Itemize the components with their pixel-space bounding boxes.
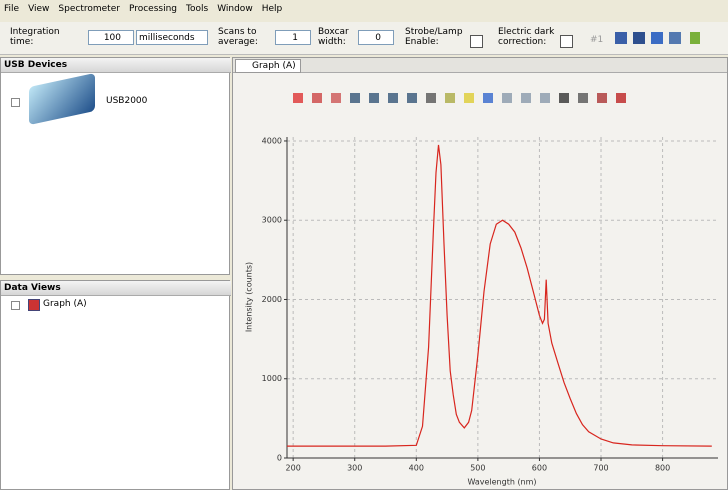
x-tick-label: 800 [655, 464, 670, 473]
usb-panel: USB Devices USB2000 [0, 57, 231, 275]
device-name[interactable]: USB2000 [106, 96, 148, 106]
graph-icon [28, 299, 40, 311]
label: Integration time: [10, 27, 60, 47]
x-tick-label: 600 [532, 464, 547, 473]
menu-item[interactable]: Help [261, 4, 283, 14]
tool-icon[interactable] [312, 93, 322, 103]
menu-item[interactable]: View [28, 4, 50, 14]
menu-item[interactable]: Tools [186, 4, 209, 14]
toolbar: Integration time: 100 milliseconds Scans… [0, 22, 728, 55]
menu-item[interactable]: File [4, 4, 20, 14]
view-item[interactable]: Graph (A) [43, 299, 87, 309]
tool-icon[interactable] [502, 93, 512, 103]
expander[interactable] [11, 98, 20, 107]
tool-icon[interactable] [388, 93, 398, 103]
tool-icon[interactable] [293, 93, 303, 103]
y-axis-title: Intensity (counts) [245, 262, 254, 332]
label: Boxcar width: [318, 27, 349, 47]
views-panel: Data Views Graph (A) [0, 280, 231, 490]
label: Scans to average: [218, 27, 258, 47]
y-tick-label: 2000 [262, 295, 282, 304]
label: Strobe/Lamp Enable: [405, 27, 463, 47]
panel-title: Data Views [1, 281, 231, 296]
x-tick-label: 500 [470, 464, 485, 473]
tab-strip [233, 58, 727, 73]
integration-input[interactable]: 100 [88, 30, 134, 45]
unit-dropdown[interactable]: milliseconds [136, 30, 208, 45]
label: Electric dark correction: [498, 27, 555, 47]
expander[interactable] [11, 301, 20, 310]
menu-item[interactable]: Window [217, 4, 253, 14]
x-tick-label: 200 [286, 464, 301, 473]
device-icon [29, 72, 95, 126]
tool-icon[interactable] [464, 93, 474, 103]
strobe-checkbox[interactable] [470, 35, 483, 48]
dark-checkbox[interactable] [560, 35, 573, 48]
tool-icon[interactable] [331, 93, 341, 103]
device-index: #1 [590, 35, 604, 45]
menu-bar: File View Spectrometer Processing Tools Windo… [4, 4, 291, 14]
graph-pane: Graph (A) [232, 57, 728, 490]
boxcar-input[interactable]: 0 [358, 30, 394, 45]
x-axis-title: Wavelength (nm) [467, 478, 536, 487]
icon[interactable] [651, 32, 663, 44]
x-tick-label: 300 [347, 464, 362, 473]
tool-icon[interactable] [521, 93, 531, 103]
tool-icon[interactable] [426, 93, 436, 103]
tool-icon[interactable] [369, 93, 379, 103]
tool-icon[interactable] [540, 93, 550, 103]
tool-icon[interactable] [445, 93, 455, 103]
tool-icon[interactable] [559, 93, 569, 103]
tool-icon[interactable] [578, 93, 588, 103]
menu-item[interactable]: Processing [128, 4, 178, 14]
menu-item[interactable]: Spectrometer [58, 4, 120, 14]
spectrum-line [287, 144, 712, 447]
y-tick-label: 0 [277, 454, 282, 463]
tool-icon[interactable] [597, 93, 607, 103]
y-tick-label: 1000 [262, 374, 282, 383]
tool-icon[interactable] [483, 93, 493, 103]
icon[interactable] [669, 32, 681, 44]
tool-icon[interactable] [350, 93, 360, 103]
y-tick-label: 4000 [262, 136, 282, 145]
x-tick-label: 700 [593, 464, 608, 473]
y-tick-label: 3000 [262, 216, 282, 225]
icon[interactable] [615, 32, 627, 44]
chart: Intensity (counts) Wavelength (nm) 0 1000… [245, 136, 718, 487]
chart-toolbar [293, 93, 626, 105]
scans-input[interactable]: 1 [275, 30, 311, 45]
panel-title: USB Devices [1, 58, 231, 73]
icon[interactable] [690, 32, 700, 44]
icon[interactable] [633, 32, 645, 44]
tool-icon[interactable] [407, 93, 417, 103]
x-tick-label: 400 [409, 464, 424, 473]
tool-icon[interactable] [616, 93, 626, 103]
tab[interactable]: Graph (A) [235, 59, 301, 73]
